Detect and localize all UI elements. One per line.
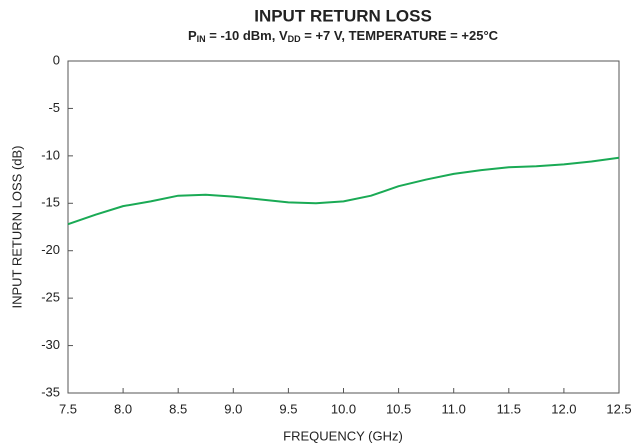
subtitle-part: = +7 V, TEMPERATURE = +25°C xyxy=(301,28,499,43)
data-line xyxy=(67,156,620,226)
x-tick-label: 12.0 xyxy=(551,401,576,416)
y-axis-label: INPUT RETURN LOSS (dB) xyxy=(9,145,24,308)
y-tick-label: -30 xyxy=(41,337,60,352)
x-tick-label: 12.5 xyxy=(606,401,631,416)
x-tick-label: 10.0 xyxy=(331,401,356,416)
x-tick-label: 11.0 xyxy=(442,401,466,416)
y-tick-label: -15 xyxy=(41,195,60,210)
y-tick-label: -35 xyxy=(41,384,60,399)
chart-title: INPUT RETURN LOSS xyxy=(254,6,432,25)
chart-subtitle: PIN = -10 dBm, VDD = +7 V, TEMPERATURE =… xyxy=(188,28,499,44)
subtitle-part: IN xyxy=(197,34,206,44)
subtitle-part: P xyxy=(188,28,197,43)
x-tick-label: 11.5 xyxy=(497,401,521,416)
y-tick-label: -5 xyxy=(48,100,60,115)
plot-frame xyxy=(67,60,620,394)
x-tick-label: 8.0 xyxy=(114,401,132,416)
x-tick-label: 9.5 xyxy=(279,401,297,416)
y-tick-label: -20 xyxy=(41,242,60,257)
x-axis-label: FREQUENCY (GHz) xyxy=(283,428,403,443)
x-tick-label: 7.5 xyxy=(59,401,77,416)
subtitle-part: DD xyxy=(288,34,301,44)
y-tick-label: 0 xyxy=(53,52,60,67)
y-tick-label: -10 xyxy=(41,147,60,162)
x-tick-label: 10.5 xyxy=(386,401,411,416)
subtitle-part: = -10 dBm, V xyxy=(206,28,288,43)
y-tick-label: -25 xyxy=(41,290,60,305)
x-tick-label: 9.0 xyxy=(224,401,242,416)
x-tick-label: 8.5 xyxy=(169,401,187,416)
